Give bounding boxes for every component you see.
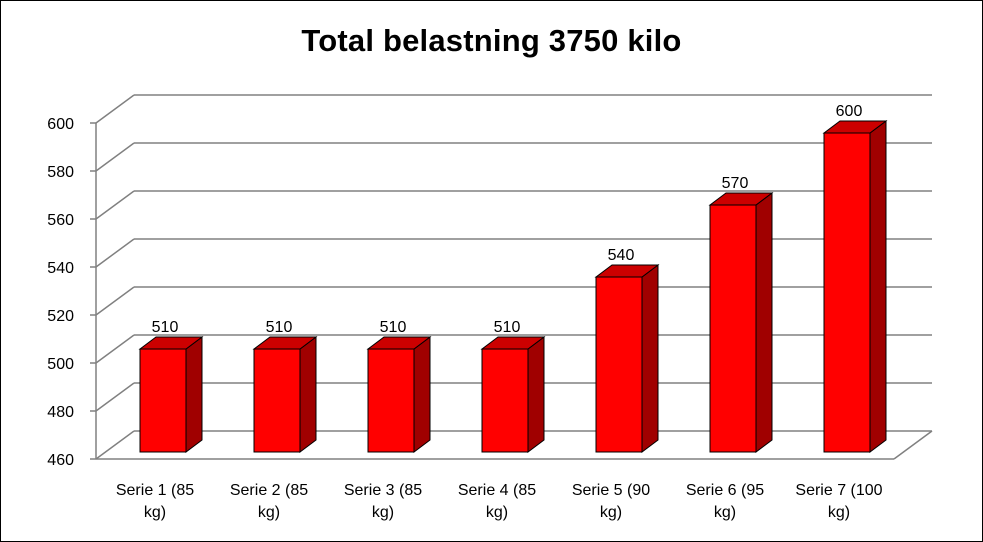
bar-side-face bbox=[185, 336, 203, 453]
bar bbox=[594, 264, 660, 453]
x-category-label: Serie 1 (85 kg) bbox=[116, 482, 194, 521]
y-tick-label: 600 bbox=[47, 116, 74, 133]
data-label: 510 bbox=[266, 319, 293, 336]
data-label: 510 bbox=[380, 319, 407, 336]
axes bbox=[90, 122, 933, 460]
x-category-label: Serie 7 (100 kg) bbox=[795, 482, 882, 521]
y-tick-labels: 460 480 500 520 540 560 580 600 bbox=[47, 116, 74, 469]
gridline-diagonal bbox=[95, 334, 135, 364]
y-tick-label: 540 bbox=[47, 260, 74, 277]
data-labels: 510 510 510 510 540 570 600 bbox=[152, 103, 863, 336]
data-label: 540 bbox=[608, 247, 635, 264]
bar-side-face bbox=[413, 336, 431, 453]
bars bbox=[138, 120, 888, 453]
x-category-label: Serie 6 (95 kg) bbox=[686, 482, 764, 521]
bar-side-face bbox=[641, 264, 659, 453]
x-category-label: Serie 2 (85 kg) bbox=[230, 482, 308, 521]
y-tick-label: 500 bbox=[47, 356, 74, 373]
x-category-label: Serie 5 (90 kg) bbox=[572, 482, 650, 521]
x-category-labels: Serie 1 (85 kg) Serie 2 (85 kg) Serie 3 (85 k… bbox=[116, 482, 883, 521]
y-tick-label: 560 bbox=[47, 212, 74, 229]
y-tick-label: 480 bbox=[47, 404, 74, 421]
y-tick-label: 460 bbox=[47, 452, 74, 469]
bar-front-face bbox=[709, 204, 757, 453]
floor-right-edge bbox=[893, 430, 933, 460]
bar-front-face bbox=[253, 348, 301, 453]
bar-side-face bbox=[755, 192, 773, 453]
bar-front-face bbox=[139, 348, 187, 453]
gridline-diagonal bbox=[95, 430, 135, 460]
x-category-label: Serie 4 (85 kg) bbox=[458, 482, 536, 521]
bar-front-face bbox=[481, 348, 529, 453]
chart-title: Total belastning 3750 kilo bbox=[301, 23, 682, 58]
data-label: 570 bbox=[722, 175, 749, 192]
gridline-diagonal bbox=[95, 238, 135, 268]
bar bbox=[366, 336, 432, 453]
y-tick-label: 520 bbox=[47, 308, 74, 325]
bar bbox=[480, 336, 546, 453]
gridline-diagonal bbox=[95, 286, 135, 316]
gridline-diagonal bbox=[95, 142, 135, 172]
bar-side-face bbox=[869, 120, 887, 453]
bar-front-face bbox=[823, 132, 871, 453]
bar bbox=[708, 192, 774, 453]
bar-front-face bbox=[595, 276, 643, 453]
bar bbox=[252, 336, 318, 453]
bar bbox=[822, 120, 888, 453]
gridline-diagonal bbox=[95, 94, 135, 124]
bar bbox=[138, 336, 204, 453]
bar-side-face bbox=[527, 336, 545, 453]
x-category-label: Serie 3 (85 kg) bbox=[344, 482, 422, 521]
bar-side-face bbox=[299, 336, 317, 453]
data-label: 510 bbox=[152, 319, 179, 336]
y-tick-label: 580 bbox=[47, 164, 74, 181]
gridline-diagonal bbox=[95, 190, 135, 220]
gridline-diagonal bbox=[95, 382, 135, 412]
bar-front-face bbox=[367, 348, 415, 453]
data-label: 510 bbox=[494, 319, 521, 336]
data-label: 600 bbox=[836, 103, 863, 120]
